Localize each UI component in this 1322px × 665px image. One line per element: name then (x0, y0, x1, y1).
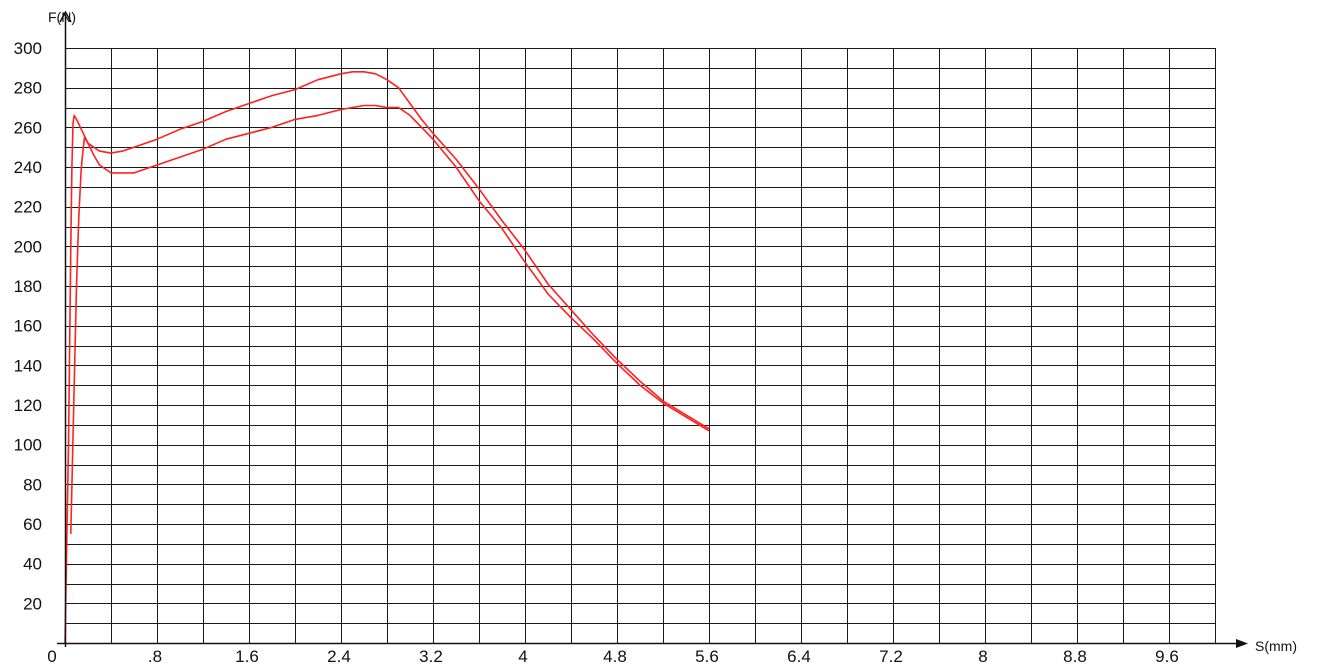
y-tick-label: 180 (14, 277, 42, 296)
y-tick-label: 200 (14, 237, 42, 256)
x-tick-label: 1.6 (235, 647, 259, 665)
y-axis-arrow (59, 10, 72, 23)
grid (65, 48, 1216, 643)
x-tick-label: 5.6 (695, 647, 719, 665)
y-tick-label: 220 (14, 198, 42, 217)
y-tick-label: 40 (23, 555, 42, 574)
y-tick-label: 120 (14, 396, 42, 415)
x-tick-label: 4.8 (603, 647, 627, 665)
y-tick-label: 160 (14, 317, 42, 336)
x-tick-label: 8.8 (1063, 647, 1087, 665)
y-tick-label: 280 (14, 79, 42, 98)
y-tick-label: 260 (14, 118, 42, 137)
y-tick-label: 60 (23, 515, 42, 534)
y-tick-label: 20 (23, 594, 42, 613)
x-tick-label: 2.4 (327, 647, 351, 665)
x-tick-label: 9.6 (1155, 647, 1179, 665)
series-line-2 (70, 104, 710, 534)
y-tick-label: 240 (14, 158, 42, 177)
y-tick-label: 80 (23, 475, 42, 494)
y-tick-label: 100 (14, 436, 42, 455)
x-tick-label: 6.4 (787, 647, 811, 665)
series-layer (64, 71, 710, 644)
y-tick-label: 300 (14, 39, 42, 58)
tick-labels: 2040608010012014016018020022024026028030… (14, 39, 1179, 665)
x-tick-label: .8 (148, 647, 162, 665)
series-line-1 (64, 71, 710, 644)
x-tick-label: 0 (47, 647, 56, 665)
x-tick-label: 4 (518, 647, 527, 665)
y-tick-label: 140 (14, 356, 42, 375)
x-tick-label: 7.2 (879, 647, 903, 665)
x-tick-label: 3.2 (419, 647, 443, 665)
x-axis-label: S(mm) (1255, 638, 1297, 654)
axes (57, 10, 1248, 648)
y-axis-label: F(N) (48, 9, 76, 25)
x-tick-label: 8 (978, 647, 987, 665)
x-axis-arrow (1236, 639, 1248, 648)
